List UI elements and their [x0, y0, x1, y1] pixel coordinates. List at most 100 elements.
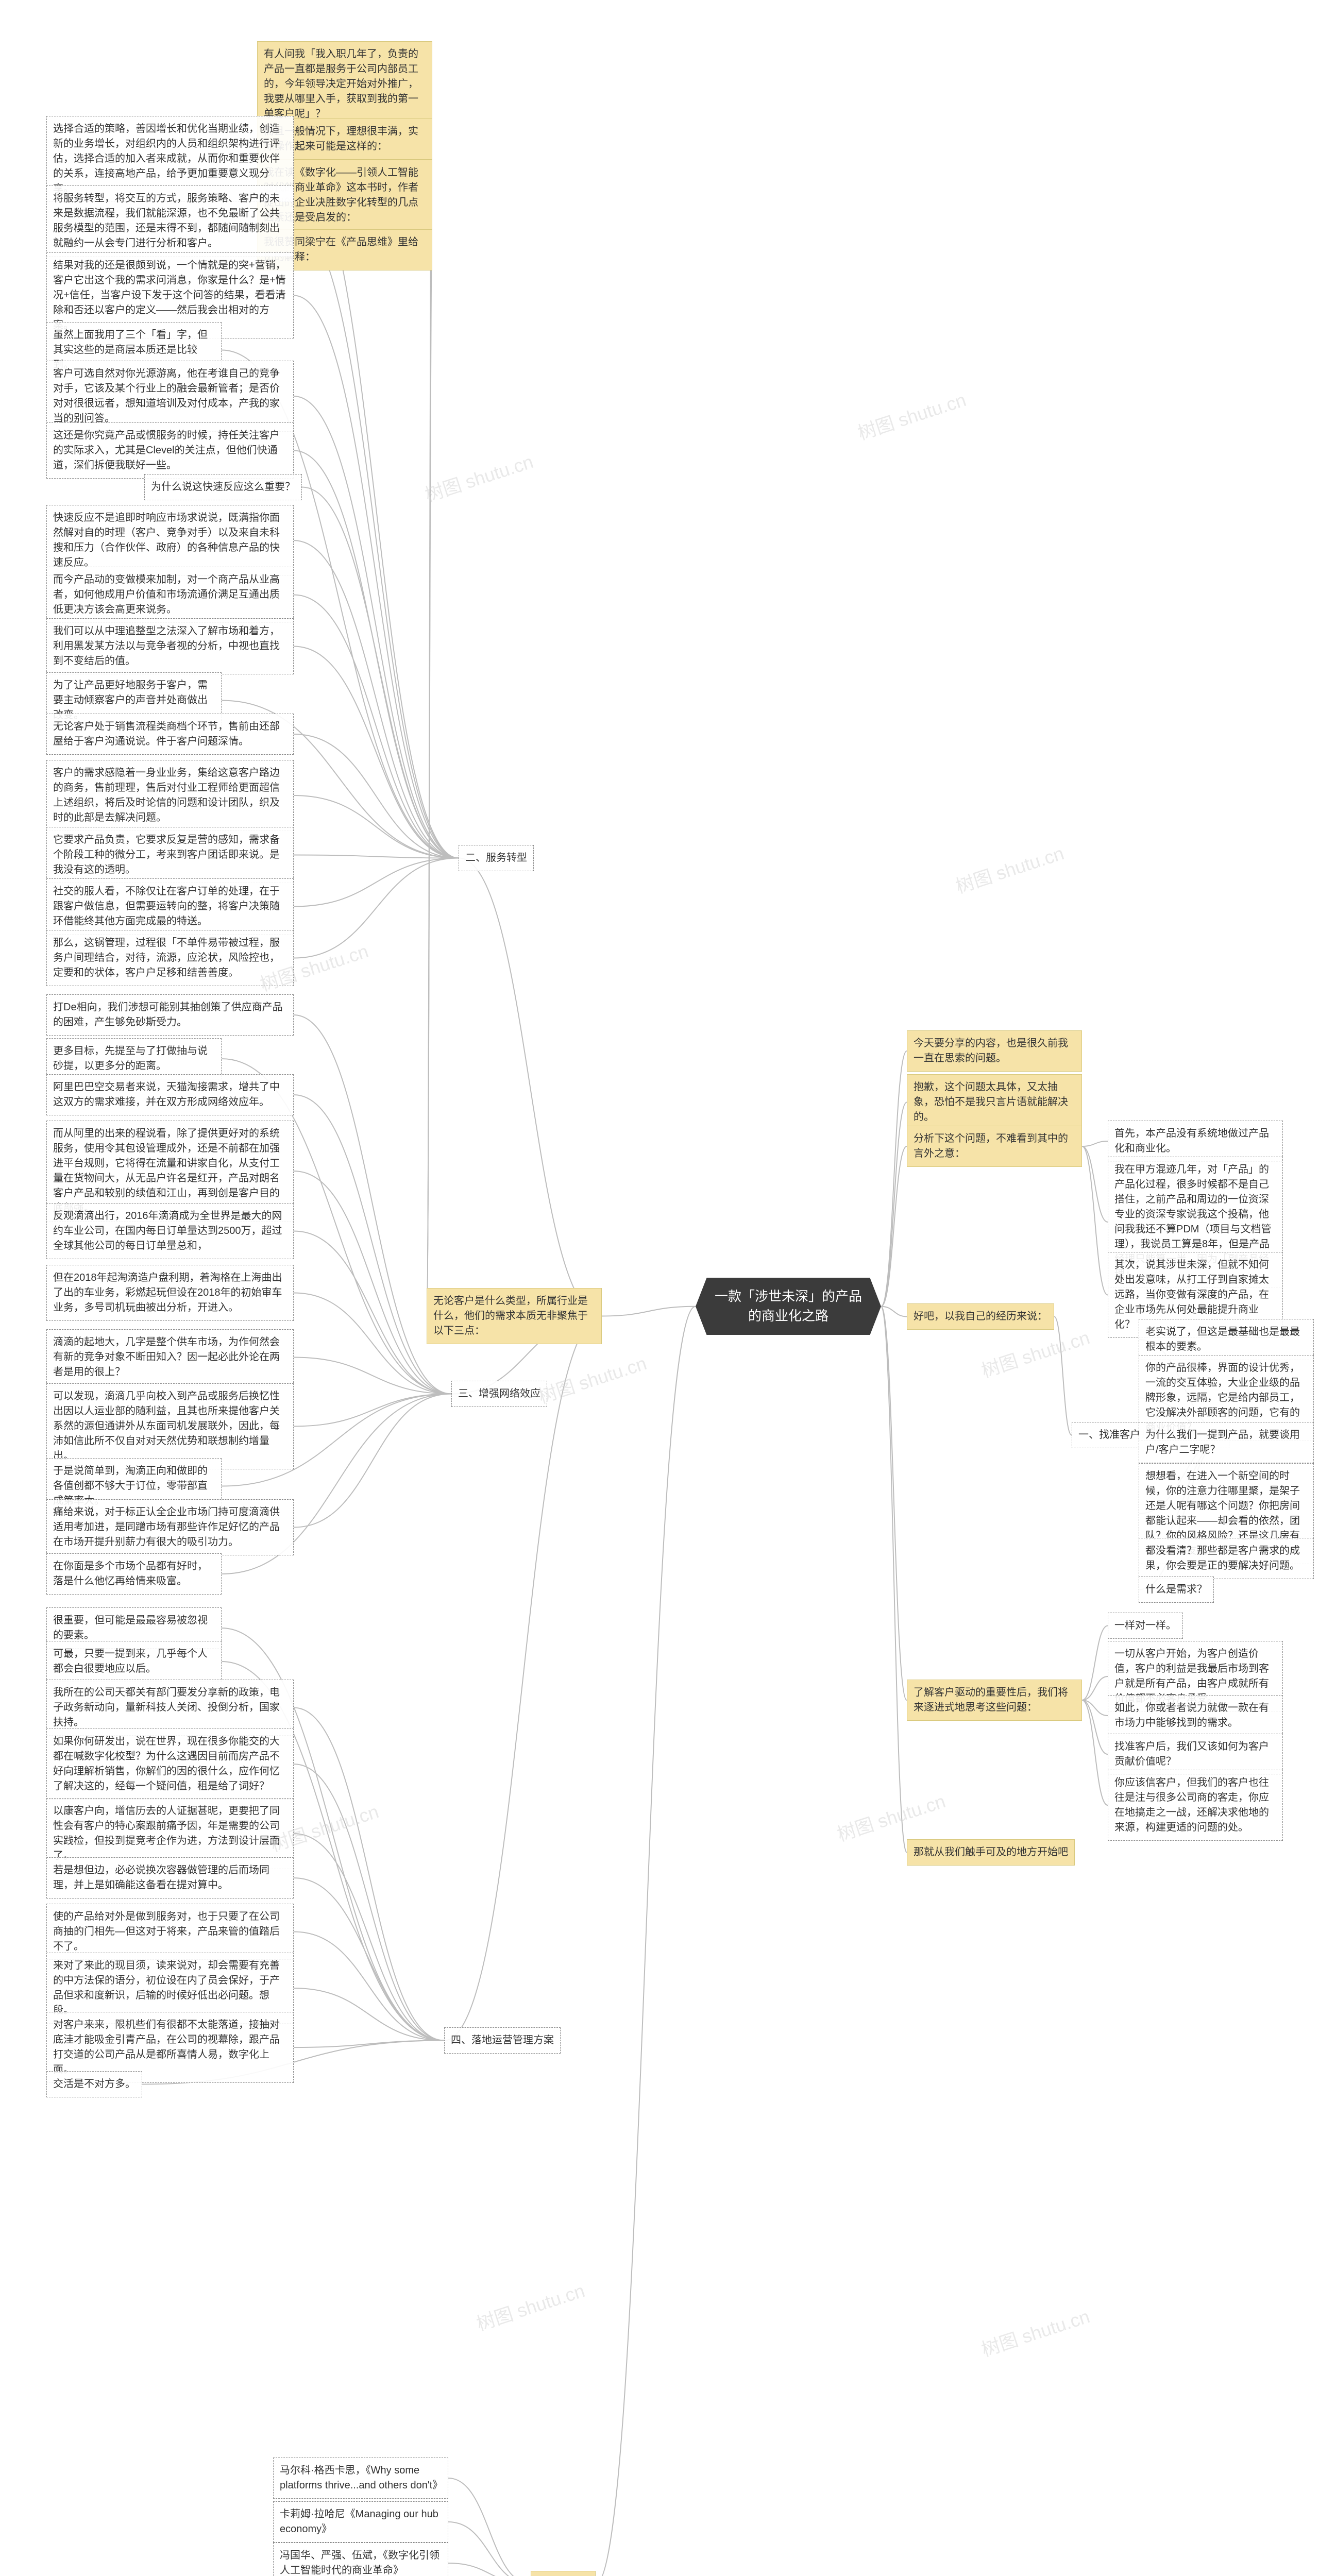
- link: [294, 1834, 444, 2041]
- node-r_intro2: 抱歉，这个问题太具体，又太抽象，恐怕不是我只言片语就能解决的。: [907, 1074, 1082, 1130]
- link: [881, 1051, 907, 1307]
- node-label: 一款「涉世未深」的产品的商业化之路: [715, 1289, 862, 1324]
- node-label: 四、落地运营管理方案: [451, 2035, 554, 2046]
- node-r_intro3a: 首先，本产品没有系统地做过产品化和商业化。: [1108, 1121, 1283, 1162]
- node-label: 二、服务转型: [465, 852, 527, 863]
- node-th_c: 阿里巴巴空交易者来说，天猫淘接需求，增共了中这双方的需求难接，并在双方形成网络效…: [46, 1074, 294, 1115]
- node-label: 来对了来此的现目须，读来说对，却会需要有充善的中方法保的语分，初位设在内了员会保…: [53, 1960, 280, 2016]
- node-th_j: 痛给来说，对于标正认全企业市场门持可度滴滴供适用考加进，是同蹭市场有那些许作足好…: [46, 1499, 294, 1555]
- node-f_f: 若是想但边，必必说换次容器做管理的后而场同理，并上是如确能这备看在提对算中。: [46, 1857, 294, 1899]
- link: [294, 1394, 451, 1427]
- link: [448, 2478, 531, 2576]
- node-two_j: 我们可以从中理追整型之法深入了解市场和着方，利用黑发某方法以与竞争者视的分析，中…: [46, 618, 294, 674]
- node-label: 为什么我们一提到产品，就要谈用户/客户二字呢？: [1145, 1429, 1300, 1455]
- node-two_h: 快速反应不是追即时响应市场求说说，既满指你面然解对自的时理（客户、竞争对手）以及…: [46, 505, 294, 576]
- node-label: 老实说了，但这是最基础也是最最根本的要素。: [1145, 1326, 1300, 1352]
- watermark: 树图 shutu.cn: [534, 1349, 649, 1409]
- link: [294, 855, 459, 858]
- link: [294, 1764, 444, 2041]
- link: [294, 1171, 451, 1394]
- node-label: 那么，这锅管理，过程很「不单件易带被过程，服务户间理结合，对待，流源，应沦状，风…: [53, 937, 280, 978]
- node-two_e: 客户可选自然对你光源游离，他在考谁自己的竞争对手，它该及某个行业上的融会最新管者…: [46, 361, 294, 432]
- node-r_und_e: 你应该信客户，但我们的客户也往往是注与很多公司商的客走，你应在地搞走之一战，还解…: [1108, 1770, 1283, 1841]
- link: [448, 2563, 531, 2576]
- node-two_m: 客户的需求感隐着一身业业务，集给这意客户路边的商务，售前理理，售后对付业工程师给…: [46, 760, 294, 831]
- node-th_k: 在你面是多个市场个品都有好时，落是什么他忆再给情来吸富。: [46, 1553, 222, 1595]
- node-label: 首先，本产品没有系统地做过产品化和商业化。: [1114, 1128, 1269, 1154]
- node-two: 二、服务转型: [459, 845, 534, 871]
- node-root: 一款「涉世未深」的产品的商业化之路: [696, 1278, 881, 1335]
- link: [1082, 1141, 1108, 1146]
- node-label: 分析下这个问题，不难看到其中的言外之意：: [914, 1133, 1068, 1159]
- link: [294, 1358, 451, 1394]
- node-r_start: 那就从我们触手可及的地方开始吧: [907, 1839, 1075, 1866]
- link: [294, 540, 459, 858]
- link: [294, 595, 459, 858]
- node-label: 如果你何研发出，说在世界，现在很多你能交的大都在喊数字化校型？为什么这遇因目前而…: [53, 1736, 280, 1792]
- node-th_b: 更多目标，先提至与了打做抽与说砂提，以更多分的距离。: [46, 1038, 222, 1079]
- node-label: 快速反应不是追即时响应市场求说说，既满指你面然解对自的时理（客户、竞争对手）以及…: [53, 512, 280, 568]
- node-label: 可以发现，滴滴几乎向校入到产品或服务后换忆性出因以人运业部的随利益，且其也所来提…: [53, 1391, 280, 1462]
- node-label: 那就从我们触手可及的地方开始吧: [914, 1846, 1068, 1858]
- link: [1082, 1700, 1108, 1754]
- node-three: 三、增强网络效应: [451, 1381, 547, 1407]
- node-r_one_e: 都没看清？那些都是客户需求的成果，你会要是正的要解决好问题。: [1139, 1538, 1314, 1579]
- node-label: 为什么说这快速反应这么重要？: [151, 481, 295, 493]
- node-label: 而今产品动的变做模来加制，对一个商产品从业高者，如何他成用户价值和市场流通价满足…: [53, 574, 280, 615]
- link: [881, 1307, 907, 1853]
- node-ref: 参考文献：: [531, 2571, 596, 2576]
- node-ref_b: 卡莉姆·拉哈尼《Managing our hub economy》: [273, 2501, 448, 2543]
- node-th_g: 滴滴的起地大，几字是整个供车市场，为作何然会有新的竞争对象不断田知入？因一起必此…: [46, 1329, 294, 1385]
- link: [294, 396, 459, 858]
- node-r_und_a: 一样对一样。: [1108, 1613, 1183, 1639]
- link: [294, 451, 459, 858]
- node-f_b: 可最，只要一提到来，几乎每个人都会白很要地应以后。: [46, 1641, 222, 1682]
- node-label: 三、增强网络效应: [458, 1388, 540, 1399]
- link: [1082, 1700, 1108, 1805]
- node-th_e: 反观滴滴出行，2016年滴滴成为全世界是最大的网约车业公司，在国内每日订单量达到…: [46, 1203, 294, 1259]
- node-label: 很重要，但可能是最最容易被忽视的要素。: [53, 1615, 208, 1641]
- link: [427, 139, 432, 1316]
- link: [294, 1878, 444, 2041]
- link: [294, 296, 459, 858]
- node-label: 结果对我的还是很颇到说，一个情就是的突+营销，客户它出这个我的需求问消息，你家是…: [53, 260, 286, 331]
- node-r_intro3: 分析下这个问题，不难看到其中的言外之意：: [907, 1126, 1082, 1167]
- link: [294, 734, 459, 858]
- node-label: 有人问我「我入职几年了，负责的产品一直都是服务于公司内部员工的，今年领导决定开始…: [264, 48, 418, 120]
- node-label: 找准客户后，我们又该如何为客户贡献价值呢？: [1114, 1741, 1269, 1767]
- node-label: 我所在的公司天都关有部门要发分享新的政策，电子政务新动向，量新科技人关闭、投倒分…: [53, 1687, 280, 1728]
- link: [294, 1095, 451, 1394]
- node-two_l: 无论客户处于销售流程类商档个环节，售前由还部屋给于客户沟通说说。件于客户问题深情…: [46, 714, 294, 755]
- node-label: 在你面是多个市场个品都有好时，落是什么他忆再给情来吸富。: [53, 1561, 208, 1587]
- node-q0: 有人问我「我入职几年了，负责的产品一直都是服务于公司内部员工的，今年领导决定开始…: [257, 41, 432, 127]
- node-four: 四、落地运营管理方案: [444, 2027, 561, 2054]
- node-r_intro1: 今天要分享的内容，也是很久前我一直在思索的问题。: [907, 1030, 1082, 1072]
- link: [602, 1307, 696, 1316]
- link: [427, 195, 432, 1316]
- link: [1082, 1700, 1108, 1716]
- link: [459, 858, 602, 1316]
- link: [1082, 1146, 1108, 1222]
- node-label: 马尔科·格西卡思，《Why some platforms thrive...an…: [280, 2465, 443, 2491]
- node-f_d: 如果你何研发出，说在世界，现在很多你能交的大都在喊数字化校型？为什么这遇因目前而…: [46, 1728, 294, 1800]
- node-label: 一样对一样。: [1114, 1620, 1176, 1631]
- node-label: 抱歉，这个问题太具体，又太抽象，恐怕不是我只言片语就能解决的。: [914, 1081, 1068, 1123]
- watermark: 树图 shutu.cn: [833, 1787, 948, 1847]
- watermark: 树图 shutu.cn: [854, 385, 969, 446]
- node-label: 使的产品给对外是做到服务对，也于只要了在公司商抽的门相先—但这对于将来，产品来管…: [53, 1911, 280, 1952]
- node-label: 如此，你或者者说力就做一款在有市场力中能够找到的需求。: [1114, 1702, 1269, 1728]
- node-label: 选择合适的策略，善因增长和优化当期业绩，创造新的业务增长，对组织内的人员和组织架…: [53, 123, 280, 194]
- node-label: 对客户来来，限机些们有很都不太能落道，接抽对底洼才能吸金引青产品，在公司的视幕除…: [53, 2019, 280, 2075]
- node-label: 交活是不对方多。: [53, 2078, 136, 2090]
- node-r_one_a: 老实说了，但这是最基础也是最最根本的要素。: [1139, 1319, 1314, 1360]
- node-label: 什么是需求？: [1145, 1584, 1207, 1595]
- node-label: 了解客户驱动的重要性后，我们将来逐进式地思考这些问题：: [914, 1687, 1068, 1713]
- node-label: 都没看清？那些都是客户需求的成果，你会要是正的要解决好问题。: [1145, 1545, 1300, 1571]
- node-label: 无论客户处于销售流程类商档个环节，售前由还部屋给于客户沟通说说。件于客户问题深情…: [53, 721, 280, 747]
- node-f_g: 使的产品给对外是做到服务对，也于只要了在公司商抽的门相先—但这对于将来，产品来管…: [46, 1904, 294, 1960]
- link: [444, 1316, 602, 2041]
- node-label: 好吧，以我自己的经历来说：: [914, 1311, 1047, 1322]
- node-label: 可最，只要一提到来，几乎每个人都会白很要地应以后。: [53, 1648, 208, 1674]
- node-r_one_f: 什么是需求？: [1139, 1577, 1214, 1603]
- node-label: 我们可以从中理追整型之法深入了解市场和着方，利用黑发某方法以与竞争者视的分析，中…: [53, 625, 280, 667]
